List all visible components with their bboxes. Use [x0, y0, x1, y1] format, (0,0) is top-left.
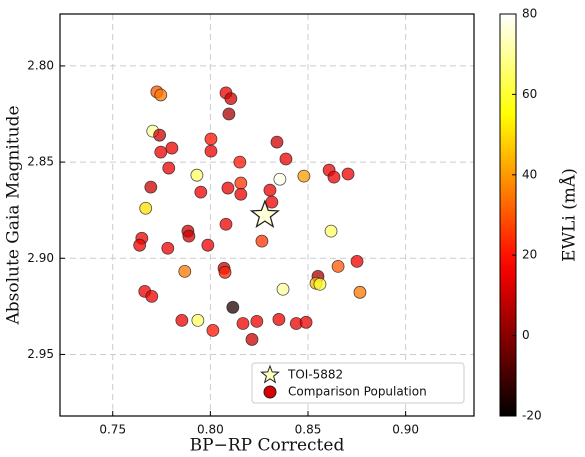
legend-label: TOI-5882 — [287, 368, 343, 382]
point — [299, 315, 313, 329]
point — [327, 170, 341, 184]
point — [224, 92, 238, 106]
point — [139, 201, 153, 215]
point — [263, 183, 277, 197]
legend-label: Comparison Population — [288, 385, 427, 399]
point — [245, 333, 259, 346]
x-axis-label: BP−RP Corrected — [190, 436, 345, 456]
x-tick-label: 0.80 — [197, 423, 224, 437]
point — [161, 241, 175, 255]
point — [222, 107, 236, 121]
x-tick-label: 0.85 — [295, 423, 322, 437]
point — [154, 88, 168, 102]
point — [353, 285, 367, 299]
point — [204, 144, 218, 158]
point — [279, 152, 293, 166]
legend-box — [251, 362, 465, 404]
point — [206, 324, 220, 337]
point — [145, 289, 159, 303]
point — [154, 145, 168, 159]
y-tick-label: 2.85 — [27, 155, 54, 169]
point — [201, 238, 215, 252]
point — [273, 172, 287, 186]
star-point — [249, 199, 280, 229]
legend-circle — [263, 385, 277, 399]
colorbar-tick-label: 80 — [522, 7, 537, 21]
point — [270, 135, 284, 149]
colorbar — [499, 13, 517, 417]
point — [331, 259, 345, 273]
point — [234, 187, 248, 201]
point — [255, 234, 269, 248]
point — [350, 254, 364, 268]
colorbar-label: EWLi (mÅ) — [559, 168, 580, 262]
point — [221, 181, 235, 195]
point — [250, 314, 264, 328]
point — [165, 141, 179, 155]
y-axis-label: Absolute Gaia Magnitude — [4, 105, 24, 325]
point — [341, 167, 355, 181]
colorbar-tick-label: 0 — [522, 328, 530, 342]
x-tick-label: 0.75 — [99, 423, 126, 437]
point — [194, 185, 208, 199]
point — [190, 168, 204, 182]
point — [313, 277, 327, 291]
y-tick-label: 2.90 — [27, 251, 54, 265]
point — [191, 314, 205, 327]
point — [178, 264, 192, 278]
plot-frame — [59, 13, 475, 417]
x-tick-label: 0.90 — [392, 423, 419, 437]
point — [162, 161, 176, 175]
point — [265, 195, 279, 209]
point — [133, 238, 147, 252]
point — [182, 229, 196, 243]
point — [226, 300, 240, 314]
colorbar-tick-label: -20 — [522, 409, 542, 423]
point — [233, 155, 247, 169]
point — [324, 224, 338, 238]
point — [236, 317, 250, 330]
point — [219, 217, 233, 231]
point — [218, 265, 232, 279]
point — [234, 176, 248, 190]
point — [144, 180, 158, 194]
point — [297, 169, 311, 183]
colorbar-tick-label: 20 — [522, 248, 537, 262]
y-tick-label: 2.95 — [27, 347, 54, 361]
legend-star — [260, 364, 280, 384]
y-tick-label: 2.80 — [27, 58, 54, 72]
point — [175, 314, 189, 327]
point — [153, 128, 166, 142]
colorbar-tick-label: 40 — [522, 167, 537, 181]
colorbar-tick-label: 60 — [522, 87, 537, 101]
point — [204, 132, 218, 146]
point — [276, 282, 290, 296]
point — [272, 313, 286, 326]
